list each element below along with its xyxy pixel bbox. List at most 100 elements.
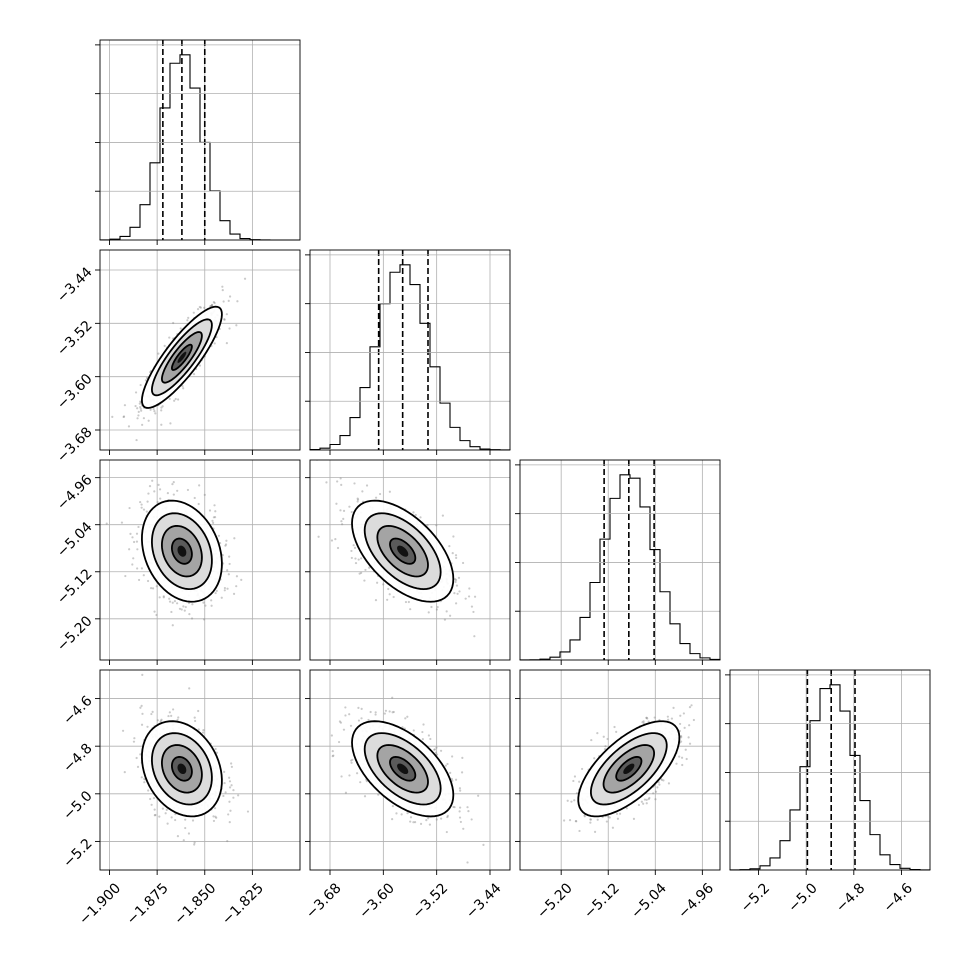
sample-point	[395, 812, 398, 815]
sample-point	[213, 515, 217, 519]
sample-point	[662, 779, 665, 782]
y-tick-label: −4.8	[60, 741, 95, 776]
sample-point	[436, 605, 439, 609]
sample-point	[425, 819, 428, 822]
density-peak	[177, 763, 187, 775]
sample-point	[160, 406, 163, 409]
sample-point	[637, 803, 641, 807]
sample-point	[228, 780, 232, 783]
sample-point	[391, 818, 394, 821]
sample-point	[174, 818, 177, 822]
sample-point	[330, 539, 334, 542]
sample-point	[129, 532, 132, 535]
sample-point	[150, 712, 153, 716]
sample-point	[374, 496, 378, 499]
sample-point	[678, 755, 681, 758]
sample-point	[151, 587, 155, 590]
sample-point	[392, 595, 395, 599]
sample-point	[143, 781, 146, 784]
sample-point	[198, 305, 201, 309]
sample-point	[325, 481, 328, 484]
sample-point	[400, 813, 403, 816]
x-tick-label: −5.20	[534, 880, 576, 922]
sample-point	[226, 569, 229, 572]
sample-point	[154, 813, 157, 817]
sample-point	[613, 725, 616, 729]
sample-point	[228, 786, 232, 789]
sample-point	[589, 818, 592, 821]
sample-point	[344, 714, 347, 717]
sample-point	[404, 717, 407, 720]
sample-point	[566, 799, 569, 802]
sample-point	[353, 546, 357, 549]
sample-point	[140, 503, 143, 506]
sample-point	[334, 537, 337, 541]
sample-point	[153, 814, 156, 817]
sample-point	[647, 797, 650, 801]
sample-point	[458, 816, 462, 819]
sample-point	[589, 821, 592, 824]
sample-point	[223, 781, 226, 785]
sample-point	[230, 762, 233, 765]
sample-point	[153, 808, 156, 811]
sample-point	[443, 618, 447, 621]
contour-line	[171, 537, 193, 565]
sample-point	[461, 756, 464, 760]
sample-point	[134, 404, 137, 408]
panel-frame	[309, 459, 511, 661]
contour-line	[171, 756, 193, 782]
sample-point	[678, 722, 682, 726]
sample-point	[227, 299, 230, 303]
sample-point	[688, 706, 692, 709]
sample-point	[139, 405, 142, 409]
sample-point	[153, 490, 156, 493]
sample-point	[357, 706, 360, 710]
sample-point	[452, 535, 455, 538]
sample-point	[449, 614, 452, 617]
sample-point	[199, 306, 202, 309]
sample-point	[225, 341, 228, 345]
sample-point	[213, 807, 217, 810]
sample-point	[164, 812, 167, 815]
sample-point	[168, 397, 171, 401]
sample-point	[162, 595, 165, 598]
sample-point	[573, 799, 576, 802]
sample-point	[468, 587, 471, 590]
sample-point	[339, 721, 343, 724]
sample-point	[680, 735, 683, 738]
sample-point	[449, 771, 452, 774]
sample-point	[675, 762, 678, 765]
sample-point	[350, 556, 353, 560]
sample-point	[388, 490, 391, 493]
sample-point	[618, 812, 622, 815]
panel-frame	[309, 249, 511, 451]
sample-point	[236, 300, 239, 303]
sample-point	[227, 813, 230, 816]
x-tick-label: −3.52	[410, 880, 452, 922]
sample-point	[174, 397, 177, 401]
sample-point	[472, 610, 475, 614]
sample-point	[210, 303, 214, 307]
sample-point	[406, 715, 409, 718]
sample-point	[452, 805, 455, 809]
sample-point	[335, 502, 338, 505]
sample-point	[409, 820, 412, 823]
contour-line	[389, 537, 417, 565]
sample-point	[404, 600, 408, 604]
sample-point	[455, 602, 458, 605]
sample-point	[578, 780, 581, 783]
sample-point	[382, 583, 385, 586]
contour-line	[577, 720, 681, 818]
sample-point	[149, 408, 152, 411]
density-panel: −5.20 −5.12 −5.04 −4.96	[54, 459, 301, 665]
sample-point	[466, 806, 469, 809]
sample-point	[575, 792, 579, 795]
sample-point	[596, 818, 599, 821]
sample-point	[211, 519, 214, 522]
sample-point	[658, 783, 661, 786]
sample-point	[193, 843, 196, 846]
y-tick-label: −5.2	[60, 836, 95, 871]
sample-point	[192, 373, 196, 376]
sample-point	[448, 545, 451, 548]
sample-point	[349, 724, 353, 727]
